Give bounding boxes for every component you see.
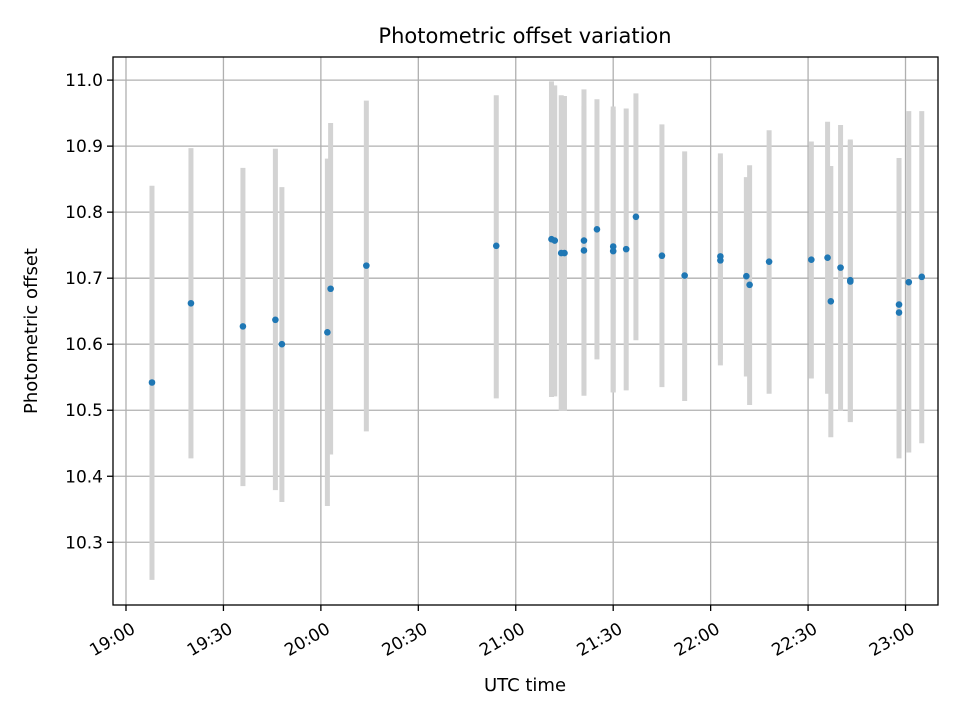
y-tick-label: 10.6 — [65, 335, 103, 355]
data-point — [272, 316, 279, 324]
data-point — [743, 272, 750, 280]
x-tick-label: 22:30 — [769, 619, 821, 661]
data-point — [561, 249, 568, 257]
y-axis-ticks: 10.3 10.4 10.5 10.6 10.7 10.8 10.9 11.0 — [65, 71, 113, 553]
data-point — [187, 299, 195, 307]
data-point — [622, 245, 630, 253]
data-point — [824, 254, 831, 262]
x-axis-ticks: 19:00 19:30 20:00 20:30 21:00 21:30 22:00 22:30… — [86, 605, 918, 661]
data-point — [492, 242, 500, 250]
y-tick-label: 10.8 — [65, 203, 103, 223]
x-tick-label: 20:00 — [281, 619, 333, 661]
data-point — [632, 213, 640, 221]
data-point — [593, 226, 601, 233]
y-tick-label: 10.5 — [65, 401, 103, 421]
data-point — [918, 273, 926, 281]
x-tick-label: 21:00 — [476, 619, 528, 661]
y-tick-label: 10.9 — [65, 137, 103, 157]
data-point — [239, 323, 247, 330]
data-point — [580, 247, 588, 254]
x-axis-label: UTC time — [484, 675, 566, 696]
data-point — [746, 281, 753, 289]
x-tick-label: 19:30 — [184, 619, 236, 661]
data-point — [847, 278, 854, 285]
plot-frame — [112, 56, 939, 606]
x-tick-label: 22:00 — [671, 619, 723, 661]
data-point — [895, 301, 903, 308]
chart-title: Photometric offset variation — [378, 24, 671, 48]
data-point — [765, 258, 773, 265]
x-tick-label: 19:00 — [86, 619, 138, 661]
data-point — [827, 297, 835, 305]
data-point — [278, 340, 286, 348]
data-point — [324, 329, 331, 336]
data-point — [808, 256, 815, 263]
data-point — [837, 264, 844, 271]
y-tick-label: 10.3 — [65, 533, 103, 553]
data-point — [327, 285, 334, 293]
data-point — [895, 309, 903, 316]
data-point — [363, 262, 370, 269]
data-point — [609, 247, 617, 255]
data-point — [658, 252, 666, 260]
data-points — [148, 213, 926, 386]
y-tick-label: 11.0 — [65, 71, 103, 91]
data-point — [580, 237, 588, 244]
data-point — [609, 243, 617, 250]
x-tick-label: 20:30 — [379, 619, 431, 661]
data-point — [681, 272, 688, 279]
y-tick-label: 10.4 — [65, 467, 103, 487]
error-bars — [149, 81, 925, 580]
data-point — [905, 278, 913, 286]
y-tick-label: 10.7 — [65, 269, 103, 289]
data-point — [148, 379, 156, 386]
y-axis-label: Photometric offset — [21, 248, 42, 414]
x-tick-label: 21:30 — [574, 619, 626, 661]
data-point — [551, 237, 559, 244]
grid — [113, 57, 938, 605]
x-tick-label: 23:00 — [866, 619, 918, 661]
data-point — [717, 257, 724, 264]
